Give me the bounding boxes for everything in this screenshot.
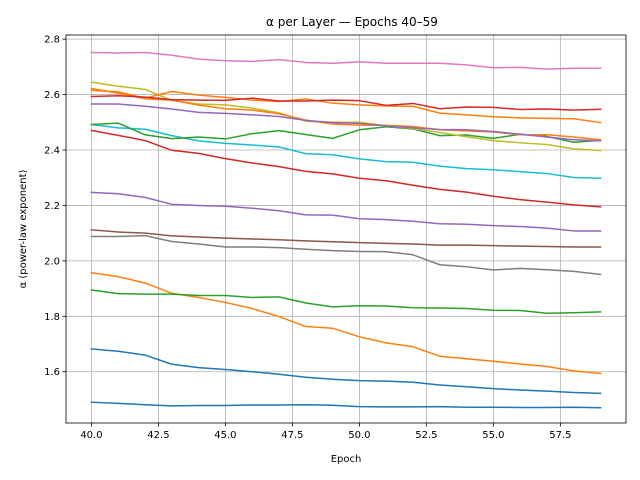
y-tick-label: 2.2 [44, 201, 60, 212]
series-line-13 [90, 89, 602, 124]
y-axis-ticks: 1.6 1.8 2.0 2.2 2.4 2.6 2.8 [44, 35, 66, 378]
x-tick-label: 50.0 [348, 430, 370, 441]
y-tick-label: 2.6 [44, 90, 60, 101]
y-tick-label: 1.6 [44, 367, 60, 378]
series-line-15 [90, 103, 602, 142]
series-line-7 [90, 191, 602, 232]
x-axis-label: Epoch [331, 454, 362, 465]
y-tick-label: 1.8 [44, 312, 60, 323]
series-line-2 [90, 348, 602, 395]
y-tick-label: 2.0 [44, 256, 60, 267]
x-tick-label: 42.5 [147, 430, 169, 441]
y-tick-label: 2.4 [44, 146, 60, 157]
series-line-5 [90, 229, 602, 248]
x-tick-label: 40.0 [80, 430, 102, 441]
chart-title: α per Layer — Epochs 40–59 [266, 15, 438, 29]
series-lines [90, 51, 602, 409]
plot-area-frame [65, 34, 627, 424]
series-line-4 [90, 289, 602, 314]
x-tick-label: 47.5 [281, 430, 303, 441]
x-tick-label: 57.5 [549, 430, 571, 441]
x-tick-label: 55.0 [482, 430, 504, 441]
series-line-14 [90, 94, 602, 111]
x-tick-label: 45.0 [214, 430, 236, 441]
series-line-8 [90, 129, 602, 208]
series-line-1 [90, 401, 602, 409]
series-line-16 [90, 51, 602, 70]
x-axis-ticks: 40.0 42.5 45.0 47.5 50.0 52.5 55.0 57.5 [80, 423, 571, 441]
x-tick-label: 52.5 [415, 430, 437, 441]
series-line-9 [90, 123, 602, 180]
y-axis-label: α (power-law exponent) [18, 169, 29, 288]
series-line-6 [90, 234, 602, 276]
y-tick-label: 2.8 [44, 35, 60, 46]
